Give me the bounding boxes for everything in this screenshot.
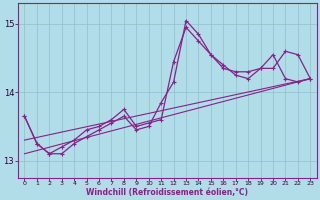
X-axis label: Windchill (Refroidissement éolien,°C): Windchill (Refroidissement éolien,°C)	[86, 188, 248, 197]
